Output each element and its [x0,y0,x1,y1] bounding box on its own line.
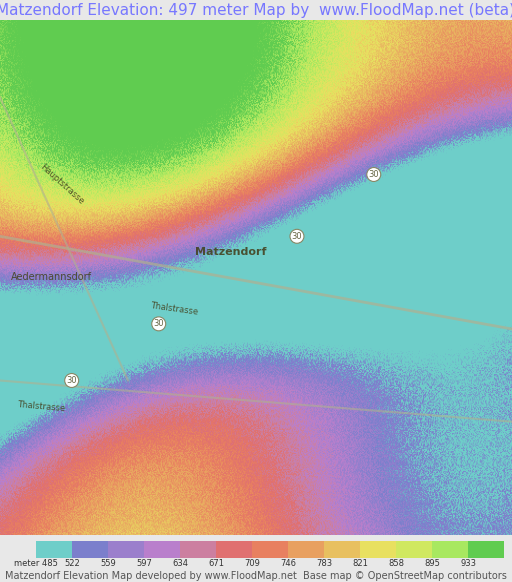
Text: Hauptstrasse: Hauptstrasse [38,163,85,207]
Bar [432,541,468,558]
Text: 709: 709 [244,559,260,569]
Text: 821: 821 [352,559,368,569]
Text: 858: 858 [388,559,404,569]
Text: 30: 30 [67,376,77,385]
Bar [36,541,72,558]
Text: Thalstrasse: Thalstrasse [16,400,66,413]
Text: Matzendorf: Matzendorf [195,247,266,257]
Text: 30: 30 [292,232,302,241]
Text: 634: 634 [172,559,188,569]
Bar [288,541,324,558]
Text: 671: 671 [208,559,224,569]
Bar [108,541,144,558]
Bar [252,541,288,558]
Text: meter 485: meter 485 [14,559,58,569]
Text: 30: 30 [154,320,164,328]
Bar [180,541,216,558]
Text: 746: 746 [280,559,296,569]
Bar [144,541,180,558]
Text: Aedermannsdorf: Aedermannsdorf [11,272,92,282]
Bar [216,541,252,558]
Text: Thalstrasse: Thalstrasse [150,300,199,316]
Text: 522: 522 [64,559,80,569]
Text: Matzendorf Elevation: 497 meter Map by  www.FloodMap.net (beta): Matzendorf Elevation: 497 meter Map by w… [0,2,512,17]
Text: 933: 933 [460,559,476,569]
Text: 30: 30 [369,170,379,179]
Text: 783: 783 [316,559,332,569]
Bar [72,541,108,558]
Bar [324,541,360,558]
Text: 597: 597 [136,559,152,569]
Text: 559: 559 [100,559,116,569]
Text: Base map © OpenStreetMap contributors: Base map © OpenStreetMap contributors [303,572,507,581]
Text: Matzendorf Elevation Map developed by www.FloodMap.net: Matzendorf Elevation Map developed by ww… [5,572,297,581]
Bar [468,541,504,558]
Bar [360,541,396,558]
Bar [396,541,432,558]
Text: 895: 895 [424,559,440,569]
